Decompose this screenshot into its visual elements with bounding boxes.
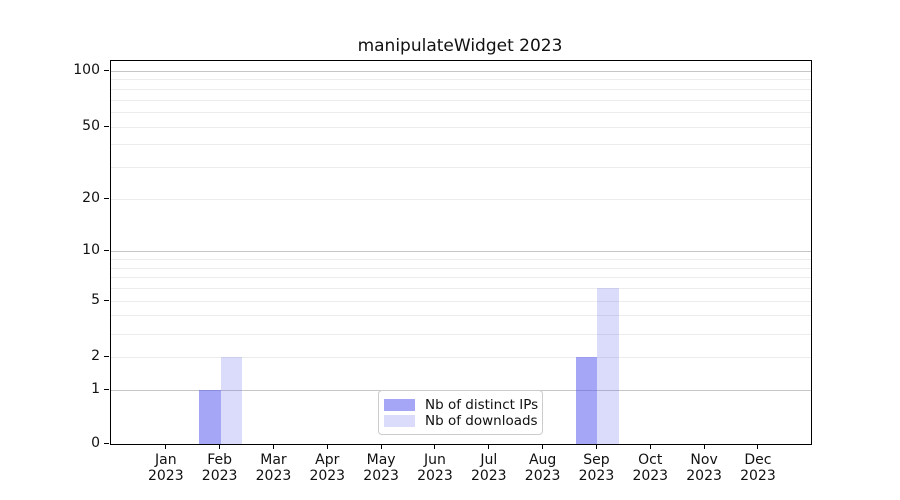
bar-distinct-ips bbox=[575, 357, 598, 444]
y-tick-mark bbox=[104, 69, 109, 71]
minor-gridline bbox=[111, 79, 811, 81]
x-tick-label: Jul 2023 bbox=[457, 452, 521, 484]
x-tick-month: Jul bbox=[480, 452, 498, 468]
x-tick-year: 2023 bbox=[578, 468, 615, 484]
x-tick-year: 2023 bbox=[632, 468, 669, 484]
x-tick-mark bbox=[488, 444, 490, 449]
x-tick-label: May 2023 bbox=[349, 452, 413, 484]
x-tick-label: Sep 2023 bbox=[564, 452, 628, 484]
y-tick-mark bbox=[104, 389, 109, 391]
x-tick-mark bbox=[595, 444, 597, 449]
major-gridline bbox=[111, 251, 811, 253]
x-tick-mark bbox=[703, 444, 705, 449]
x-tick-label: Jun 2023 bbox=[403, 452, 467, 484]
x-tick-month: Apr bbox=[315, 452, 340, 468]
x-tick-year: 2023 bbox=[740, 468, 776, 484]
x-tick-mark bbox=[272, 444, 274, 449]
minor-gridline bbox=[111, 288, 811, 290]
x-tick-month: Jan bbox=[155, 452, 177, 468]
y-tick-mark bbox=[104, 356, 109, 358]
x-tick-label: Feb 2023 bbox=[188, 452, 252, 484]
y-tick-label: 20 bbox=[82, 189, 100, 206]
minor-gridline bbox=[111, 198, 811, 200]
x-tick-mark bbox=[542, 444, 544, 449]
x-tick-month: Nov bbox=[690, 452, 718, 468]
minor-gridline bbox=[111, 88, 811, 90]
x-tick-month: Mar bbox=[260, 452, 287, 468]
x-tick-label: Aug 2023 bbox=[511, 452, 575, 484]
x-tick-mark bbox=[165, 444, 167, 449]
y-tick-mark bbox=[104, 443, 109, 444]
x-tick-label: Mar 2023 bbox=[241, 452, 305, 484]
bar-downloads bbox=[597, 288, 620, 444]
legend-label: Nb of downloads bbox=[425, 413, 538, 429]
y-tick-label: 100 bbox=[73, 61, 100, 78]
plot-area bbox=[110, 60, 812, 445]
minor-gridline bbox=[111, 259, 811, 261]
x-tick-year: 2023 bbox=[309, 468, 346, 484]
bar-distinct-ips bbox=[198, 390, 221, 444]
minor-gridline bbox=[111, 333, 811, 335]
x-tick-mark bbox=[757, 444, 759, 449]
y-tick-mark bbox=[104, 197, 109, 199]
x-tick-year: 2023 bbox=[363, 468, 399, 484]
x-tick-year: 2023 bbox=[255, 468, 292, 484]
y-tick-label: 0 bbox=[91, 435, 100, 451]
x-tick-month: May bbox=[366, 452, 396, 468]
x-tick-label: Nov 2023 bbox=[672, 452, 736, 484]
x-tick-year: 2023 bbox=[470, 468, 507, 484]
minor-gridline bbox=[111, 267, 811, 269]
x-tick-year: 2023 bbox=[417, 468, 453, 484]
x-tick-mark bbox=[219, 444, 221, 449]
x-tick-label: Apr 2023 bbox=[295, 452, 359, 484]
x-tick-label: Oct 2023 bbox=[618, 452, 682, 484]
x-tick-year: 2023 bbox=[201, 468, 238, 484]
minor-gridline bbox=[111, 144, 811, 146]
legend-swatch bbox=[384, 399, 415, 411]
y-tick-label: 10 bbox=[82, 242, 100, 259]
x-tick-mark bbox=[649, 444, 651, 449]
bar-downloads bbox=[220, 357, 243, 444]
x-tick-month: Jun bbox=[424, 452, 446, 468]
y-tick-label: 2 bbox=[91, 348, 100, 365]
legend-item: Nb of downloads bbox=[384, 413, 538, 429]
y-tick-mark bbox=[104, 125, 109, 127]
x-tick-month: Sep bbox=[583, 452, 610, 468]
minor-gridline bbox=[111, 167, 811, 169]
minor-gridline bbox=[111, 300, 811, 302]
y-tick-label: 5 bbox=[91, 291, 100, 308]
minor-gridline bbox=[111, 357, 811, 359]
x-tick-month: Feb bbox=[207, 452, 233, 468]
minor-gridline bbox=[111, 315, 811, 317]
x-tick-mark bbox=[380, 444, 382, 449]
y-tick-label: 1 bbox=[91, 381, 100, 398]
legend-label: Nb of distinct IPs bbox=[425, 397, 539, 413]
minor-gridline bbox=[111, 126, 811, 128]
x-tick-year: 2023 bbox=[147, 468, 184, 484]
y-tick-mark bbox=[104, 250, 109, 252]
y-tick-mark bbox=[104, 299, 109, 301]
x-tick-label: Dec 2023 bbox=[726, 452, 790, 484]
legend: Nb of distinct IPs Nb of downloads bbox=[378, 390, 543, 435]
y-tick-label: 50 bbox=[82, 117, 100, 134]
x-tick-month: Dec bbox=[744, 452, 772, 468]
x-tick-year: 2023 bbox=[686, 468, 722, 484]
x-tick-mark bbox=[434, 444, 436, 449]
x-tick-label: Jan 2023 bbox=[134, 452, 198, 484]
minor-gridline bbox=[111, 277, 811, 279]
chart-title: manipulateWidget 2023 bbox=[357, 36, 563, 56]
major-gridline bbox=[111, 70, 811, 72]
x-tick-mark bbox=[326, 444, 328, 449]
legend-item: Nb of distinct IPs bbox=[384, 397, 538, 413]
x-tick-year: 2023 bbox=[524, 468, 561, 484]
x-tick-month: Aug bbox=[528, 452, 557, 468]
minor-gridline bbox=[111, 99, 811, 101]
minor-gridline bbox=[111, 112, 811, 113]
x-tick-month: Oct bbox=[638, 452, 663, 468]
legend-swatch bbox=[384, 415, 415, 427]
